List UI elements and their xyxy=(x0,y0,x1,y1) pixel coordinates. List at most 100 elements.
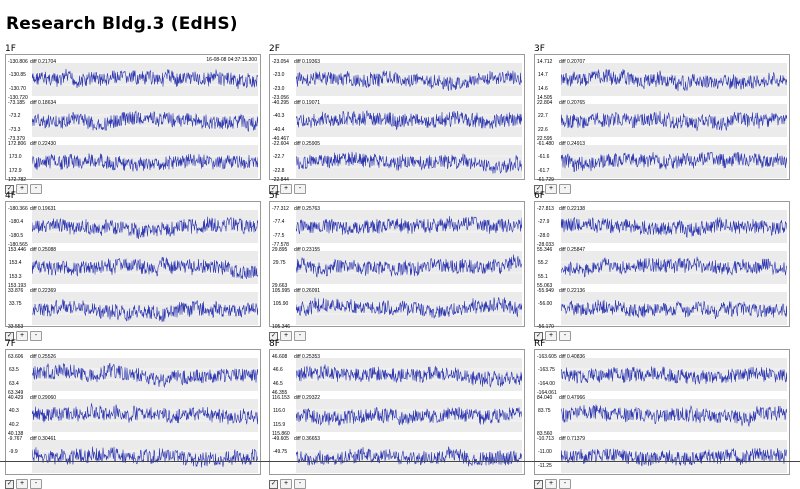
diff-value: diff 0.40836 xyxy=(559,354,586,360)
series-line xyxy=(32,403,258,425)
min-value: -61.729 xyxy=(537,177,554,183)
enable-checkbox[interactable]: ✓ xyxy=(5,332,14,341)
diff-value: diff 0.23155 xyxy=(294,247,321,253)
waveform-plot xyxy=(296,104,522,137)
zoom-in-button[interactable]: + xyxy=(16,479,28,489)
min-value: 22.595 xyxy=(537,136,553,142)
min-value: 14.505 xyxy=(537,95,553,101)
sensor-row: 105.995 diff 0.26091 105.90 105.346 xyxy=(270,288,524,330)
waveform-plot xyxy=(32,63,258,96)
zoom-in-button[interactable]: + xyxy=(545,184,557,194)
series-line xyxy=(561,217,787,238)
min-value: -180.565 xyxy=(8,242,28,248)
diff-value: diff 0.22138 xyxy=(559,206,586,212)
diff-value: diff 0.29060 xyxy=(30,395,57,401)
zoom-out-button[interactable]: - xyxy=(559,184,571,194)
series-line xyxy=(32,256,258,280)
plot-background xyxy=(296,440,522,473)
y-tick-label: -56.00 xyxy=(538,301,553,307)
zoom-in-button[interactable]: + xyxy=(545,331,557,341)
max-value: -9.767 xyxy=(8,436,23,442)
max-value: 14.712 xyxy=(537,59,553,65)
zoom-out-button[interactable]: - xyxy=(559,479,571,489)
y-tick-label: 105.90 xyxy=(273,301,289,307)
y-tick-label: 22.6 xyxy=(538,127,548,133)
diff-value: diff 0.20707 xyxy=(559,59,586,65)
waveform-plot xyxy=(296,210,522,243)
min-value: -56.170 xyxy=(537,324,554,330)
zoom-in-button[interactable]: + xyxy=(280,331,292,341)
zoom-in-button[interactable]: + xyxy=(16,184,28,194)
max-value: 153.446 xyxy=(8,247,27,253)
zoom-out-button[interactable]: - xyxy=(294,331,306,341)
plot-background xyxy=(32,292,258,325)
sensor-row: -180.366 diff 0.19631 -180.4 -180.5 -180.565 xyxy=(6,206,260,248)
zoom-out-button[interactable]: - xyxy=(294,479,306,489)
diff-value: diff 0.22430 xyxy=(30,141,57,147)
sensor-row: -77.312 diff 0.25763 -77.4 -77.5 -77.578 xyxy=(270,206,524,248)
sensor-row: -40.295 diff 0.19071 -40.3 -40.4 -40.467 xyxy=(270,100,524,142)
floor-label: 8F xyxy=(269,339,280,349)
enable-checkbox[interactable]: ✓ xyxy=(5,185,14,194)
zoom-out-button[interactable]: - xyxy=(559,331,571,341)
sensor-row: -27.813 diff 0.22138 -27.9 -28.0 -28.033 xyxy=(535,206,789,248)
y-tick-label: -130.70 xyxy=(9,86,26,92)
waveform-plot xyxy=(561,292,787,325)
waveform-plot xyxy=(296,251,522,284)
max-value: 116.153 xyxy=(272,395,290,401)
y-tick-label: 46.5 xyxy=(273,381,283,387)
y-tick-label: 14.6 xyxy=(538,86,548,92)
diff-value: diff 0.25353 xyxy=(294,354,321,360)
y-tick-label: -11.25 xyxy=(538,463,552,469)
sensor-row: -130.806 diff 0.21704 -130.85 -130.70 -130.7… xyxy=(6,59,260,101)
y-tick-label: -22.7 xyxy=(273,154,285,160)
y-tick-label: -180.5 xyxy=(9,233,24,239)
sensor-row: 84.040 diff 0.47966 83.75 83.560 xyxy=(535,395,789,437)
series-line xyxy=(296,446,522,467)
zoom-in-button[interactable]: + xyxy=(16,331,28,341)
enable-checkbox[interactable]: ✓ xyxy=(534,332,543,341)
y-tick-label: 14.7 xyxy=(538,72,548,78)
waveform-plot xyxy=(296,399,522,432)
zoom-out-button[interactable]: - xyxy=(30,331,42,341)
series-line xyxy=(561,151,787,172)
enable-checkbox[interactable]: ✓ xyxy=(534,185,543,194)
waveform-plot xyxy=(296,292,522,325)
waveform-plot xyxy=(296,145,522,178)
sensor-row: 55.346 diff 0.25847 55.2 55.1 55.063 xyxy=(535,247,789,289)
y-tick-label: 116.0 xyxy=(273,408,286,414)
enable-checkbox[interactable]: ✓ xyxy=(5,480,14,489)
min-value: 46.355 xyxy=(272,390,288,396)
y-tick-label: -28.0 xyxy=(538,233,550,239)
sensor-row: 63.606 diff 0.25526 63.5 63.4 63.349 xyxy=(6,354,260,396)
diff-value: diff 0.25763 xyxy=(294,206,321,212)
enable-checkbox[interactable]: ✓ xyxy=(269,332,278,341)
sensor-row: -10.713 diff 0.71379 -11.00 -11.25 xyxy=(535,436,789,477)
sensor-row: -163.605 diff 0.40836 -163.75 -164.00 -164.0… xyxy=(535,354,789,396)
series-line xyxy=(561,256,787,278)
series-line xyxy=(561,366,787,385)
series-line xyxy=(561,69,787,92)
diff-value: diff 0.22369 xyxy=(30,288,57,294)
y-tick-label: -22.8 xyxy=(273,168,285,174)
y-tick-label: 55.1 xyxy=(538,274,548,280)
enable-checkbox[interactable]: ✓ xyxy=(269,480,278,489)
max-value: -77.312 xyxy=(272,206,289,212)
enable-checkbox[interactable]: ✓ xyxy=(269,185,278,194)
diff-value: diff 0.71379 xyxy=(559,436,586,442)
plot-background xyxy=(32,104,258,137)
zoom-out-button[interactable]: - xyxy=(30,184,42,194)
zoom-out-button[interactable]: - xyxy=(294,184,306,194)
zoom-out-button[interactable]: - xyxy=(30,479,42,489)
min-value: 153.193 xyxy=(8,283,27,289)
divider xyxy=(0,461,800,462)
zoom-in-button[interactable]: + xyxy=(280,479,292,489)
series-line xyxy=(296,151,522,174)
enable-checkbox[interactable]: ✓ xyxy=(534,480,543,489)
min-value: 115.860 xyxy=(272,431,290,437)
sensor-row: 14.712 diff 0.20707 14.7 14.6 14.505 xyxy=(535,59,789,101)
zoom-in-button[interactable]: + xyxy=(280,184,292,194)
zoom-in-button[interactable]: + xyxy=(545,479,557,489)
waveform-plot xyxy=(32,399,258,432)
max-value: -22.604 xyxy=(272,141,289,147)
